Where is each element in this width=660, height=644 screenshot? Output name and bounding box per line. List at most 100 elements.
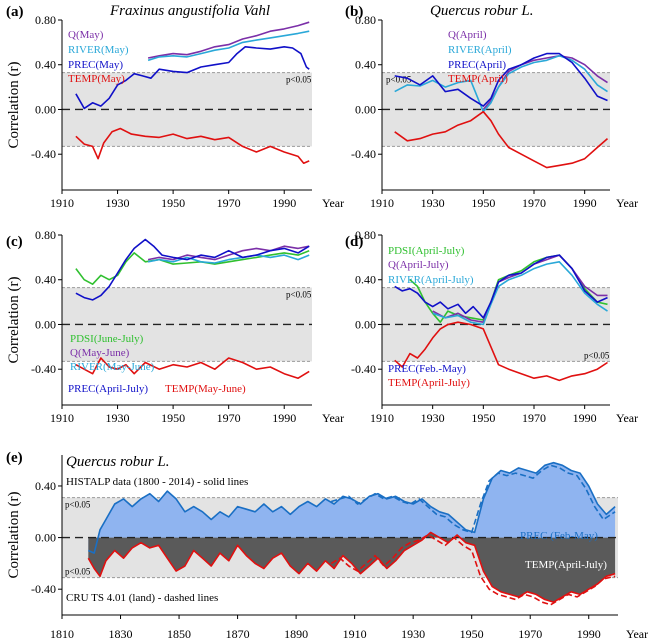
- panel-b-y-tick-label-1: 0.40: [355, 58, 376, 72]
- panel-b-y-tick-label-0: 0.80: [355, 13, 376, 27]
- panel-a-y-tick-label-0: 0.80: [35, 13, 56, 27]
- panel-c-y-tick-label-0: 0.80: [35, 228, 56, 242]
- panel-d-x-tick-label-4: 1990: [573, 411, 597, 425]
- panel-b-sig-label: p<0.05: [386, 75, 412, 85]
- panel-b-x-tick-label-0: 1910: [370, 196, 394, 210]
- panel-b-panel-label: (b): [345, 4, 363, 20]
- panel-c-panel-label: (c): [6, 234, 23, 250]
- panel-e-title: Quercus robur L.: [66, 454, 169, 470]
- panel-e-series-line-2: [87, 531, 616, 603]
- panel-a-x-tick-label-2: 1950: [161, 196, 185, 210]
- panel-a-y-tick-label-2: 0.00: [35, 102, 56, 116]
- panel-c-series-line-2: [147, 254, 310, 264]
- panel-c-x-tick-label-3: 1970: [217, 411, 241, 425]
- panel-e-area-1: [88, 532, 616, 603]
- panel-a-x-tick-label-1: 1930: [106, 196, 130, 210]
- panel-a-y-tick-label-3: -0.40: [31, 147, 56, 161]
- panel-c-x-tick-label-4: 1990: [272, 411, 296, 425]
- panel-e-x-tick-label-7: 1950: [460, 627, 484, 641]
- panel-d-x-tick-label-2: 1950: [471, 411, 495, 425]
- panel-e-x-tick-label-1: 1830: [109, 627, 133, 641]
- panel-e-annotation-1: CRU TS 4.01 (land) - dashed lines: [66, 592, 218, 604]
- panel-c-x-tick-label-0: 1910: [50, 411, 74, 425]
- panel-b-x-tick-label-1: 1930: [421, 196, 445, 210]
- panel-d-x-tick-label-0: 1910: [370, 411, 394, 425]
- panel-c-legend-4: TEMP(May-June): [165, 383, 246, 395]
- panel-c-x-axis-label: Year: [322, 411, 344, 425]
- panel-a-sig-label: p<0.05: [286, 75, 312, 85]
- panel-e-x-tick-label-6: 1930: [401, 627, 425, 641]
- panel-d-significance-band: [382, 287, 610, 362]
- panel-a-y-axis-label: Correlation (r): [6, 61, 22, 148]
- panel-d-legend-3: PREC(Feb.-May): [388, 363, 466, 375]
- panel-e-y-tick-label-1: 0.00: [35, 531, 56, 545]
- panel-e-x-tick-label-5: 1910: [343, 627, 367, 641]
- panel-c-x-tick-label-2: 1950: [161, 411, 185, 425]
- panel-e-sig-label-lower: p<0.05: [65, 567, 91, 577]
- panel-c-sig-label: p<0.05: [286, 290, 312, 300]
- panel-b-y-tick-label-3: -0.40: [351, 147, 376, 161]
- panel-a-legend-2: PREC(May): [68, 59, 123, 71]
- panel-a-x-tick-label-4: 1990: [272, 196, 296, 210]
- panel-d-series-line-3: [394, 254, 608, 319]
- panel-d-series-line-2: [432, 260, 608, 326]
- panel-c-y-tick-label-1: 0.40: [35, 273, 56, 287]
- panel-e-series-line-0: [87, 461, 616, 554]
- panel-d-legend-2: RIVER(April-July): [388, 274, 474, 286]
- panel-c-legend-2: RIVER(May-June): [70, 361, 155, 373]
- panel-b-legend-3: TEMP(April): [448, 73, 508, 85]
- panel-b-x-axis-label: Year: [616, 196, 638, 210]
- panel-b-y-tick-label-2: 0.00: [355, 102, 376, 116]
- panel-e-x-tick-label-2: 1850: [167, 627, 191, 641]
- panel-d-x-axis-label: Year: [616, 411, 638, 425]
- panel-d-series-line-4: [394, 321, 608, 382]
- panel-d-y-tick-label-1: 0.40: [355, 273, 376, 287]
- panel-d-y-tick-label-2: 0.00: [355, 317, 376, 331]
- panel-a-series-line-2: [75, 45, 310, 110]
- panel-b-legend-0: Q(April): [448, 29, 487, 41]
- panel-d-y-tick-label-3: -0.40: [351, 362, 376, 376]
- panel-e-series-line-1: [330, 464, 616, 534]
- panel-e-y-tick-label-2: -0.40: [31, 582, 56, 596]
- panel-a-series-line-1: [147, 30, 310, 62]
- panel-a-y-tick-label-1: 0.40: [35, 58, 56, 72]
- panel-d-series-line-1: [432, 254, 608, 324]
- panel-d-x-tick-label-3: 1970: [522, 411, 546, 425]
- panel-c-series-line-4: [75, 357, 310, 380]
- panel-b-x-tick-label-3: 1970: [522, 196, 546, 210]
- panel-c-series-line-3: [75, 238, 310, 301]
- panel-a-series-line-0: [147, 21, 310, 59]
- panel-d-legend-0: PDSI(April-July): [388, 245, 465, 257]
- panel-b-legend-1: RIVER(April): [448, 44, 512, 56]
- panel-b-x-tick-label-2: 1950: [471, 196, 495, 210]
- panel-d-legend-1: Q(April-July): [388, 259, 449, 271]
- panel-e-y-tick-label-0: 0.40: [35, 479, 56, 493]
- panel-a-x-axis-label: Year: [322, 196, 344, 210]
- panel-c-x-tick-label-1: 1930: [106, 411, 130, 425]
- panel-a-title: Fraxinus angustifolia Vahl: [109, 3, 270, 19]
- panel-e-x-tick-label-4: 1890: [284, 627, 308, 641]
- panel-c-series-line-1: [147, 245, 310, 261]
- panel-e-x-tick-label-9: 1990: [577, 627, 601, 641]
- panel-e-x-tick-label-8: 1970: [518, 627, 542, 641]
- panel-c-legend-1: Q(May-June): [70, 347, 130, 359]
- panel-e-label-temp: TEMP(April-July): [525, 559, 607, 571]
- panel-a-panel-label: (a): [6, 4, 24, 20]
- panel-c-y-axis-label: Correlation (r): [6, 276, 22, 363]
- panel-a-x-tick-label-3: 1970: [217, 196, 241, 210]
- panel-b-title: Quercus robur L.: [430, 3, 533, 19]
- panel-e-x-tick-label-0: 1810: [50, 627, 74, 641]
- panel-e-panel-label: (e): [6, 450, 23, 466]
- panel-b-series-line-2: [394, 52, 608, 107]
- panel-e-label-prec: PREC (Feb-May): [520, 530, 598, 542]
- panel-a-legend-3: TEMP(May): [68, 73, 125, 85]
- panel-e-sig-label-upper: p<0.05: [65, 500, 91, 510]
- panel-e-x-tick-label-3: 1870: [226, 627, 250, 641]
- panel-a-legend-0: Q(May): [68, 29, 104, 41]
- panel-d-legend-4: TEMP(April-July): [388, 377, 470, 389]
- panel-c-y-tick-label-2: 0.00: [35, 317, 56, 331]
- panel-a-legend-1: RIVER(May): [68, 44, 129, 56]
- panel-e-annotation-0: HISTALP data (1800 - 2014) - solid lines: [66, 476, 248, 488]
- panel-b-legend-2: PREC(April): [448, 59, 506, 71]
